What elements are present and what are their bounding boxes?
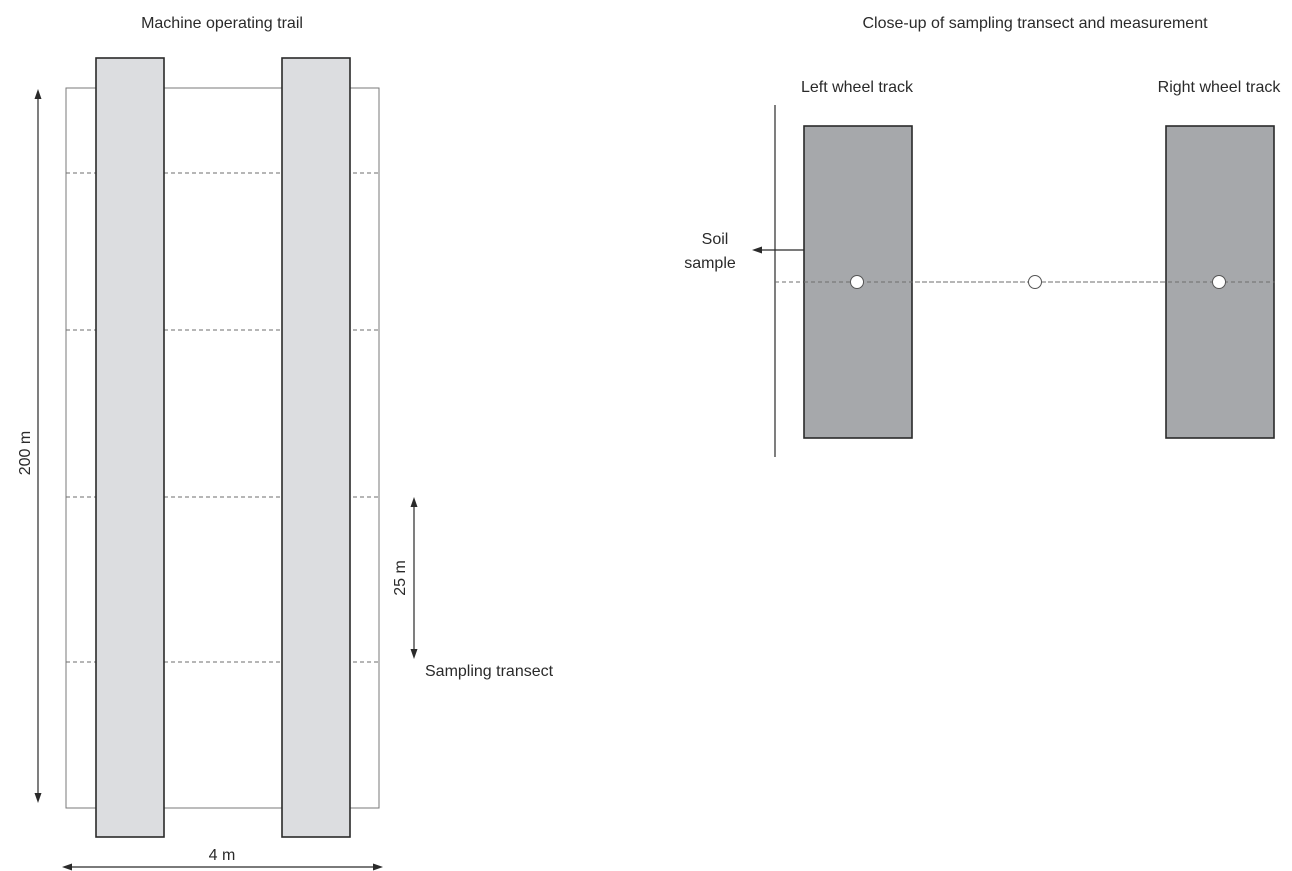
measurement-point-center <box>1028 275 1042 289</box>
soil-sample-arrow <box>752 246 804 254</box>
soil-sample-label-line1: Soil <box>702 231 729 248</box>
soil-sample-label-line2: sample <box>684 255 736 272</box>
right-panel-title: Close-up of sampling transect and measur… <box>862 15 1208 32</box>
left-panel-title: Machine operating trail <box>141 15 303 32</box>
length-label: 200 m <box>17 431 34 475</box>
spacing-dimension-arrow <box>410 497 418 659</box>
measurement-point-left-track <box>850 275 864 289</box>
right-panel: Close-up of sampling transect and measur… <box>684 15 1281 457</box>
width-label: 4 m <box>209 847 236 864</box>
transect-label: Sampling transect <box>425 663 554 680</box>
right-wheel-track-trail <box>281 57 351 838</box>
left-track-label: Left wheel track <box>801 79 914 96</box>
width-dimension-arrow <box>62 863 383 871</box>
length-dimension-arrow <box>34 89 42 803</box>
trail-outline <box>65 87 380 809</box>
left-wheel-track-trail <box>95 57 165 838</box>
right-track-label: Right wheel track <box>1158 79 1282 96</box>
measurement-point-right-track <box>1212 275 1226 289</box>
spacing-label: 25 m <box>392 560 409 596</box>
left-panel: Machine operating trail 200 m 4 m <box>17 15 554 871</box>
